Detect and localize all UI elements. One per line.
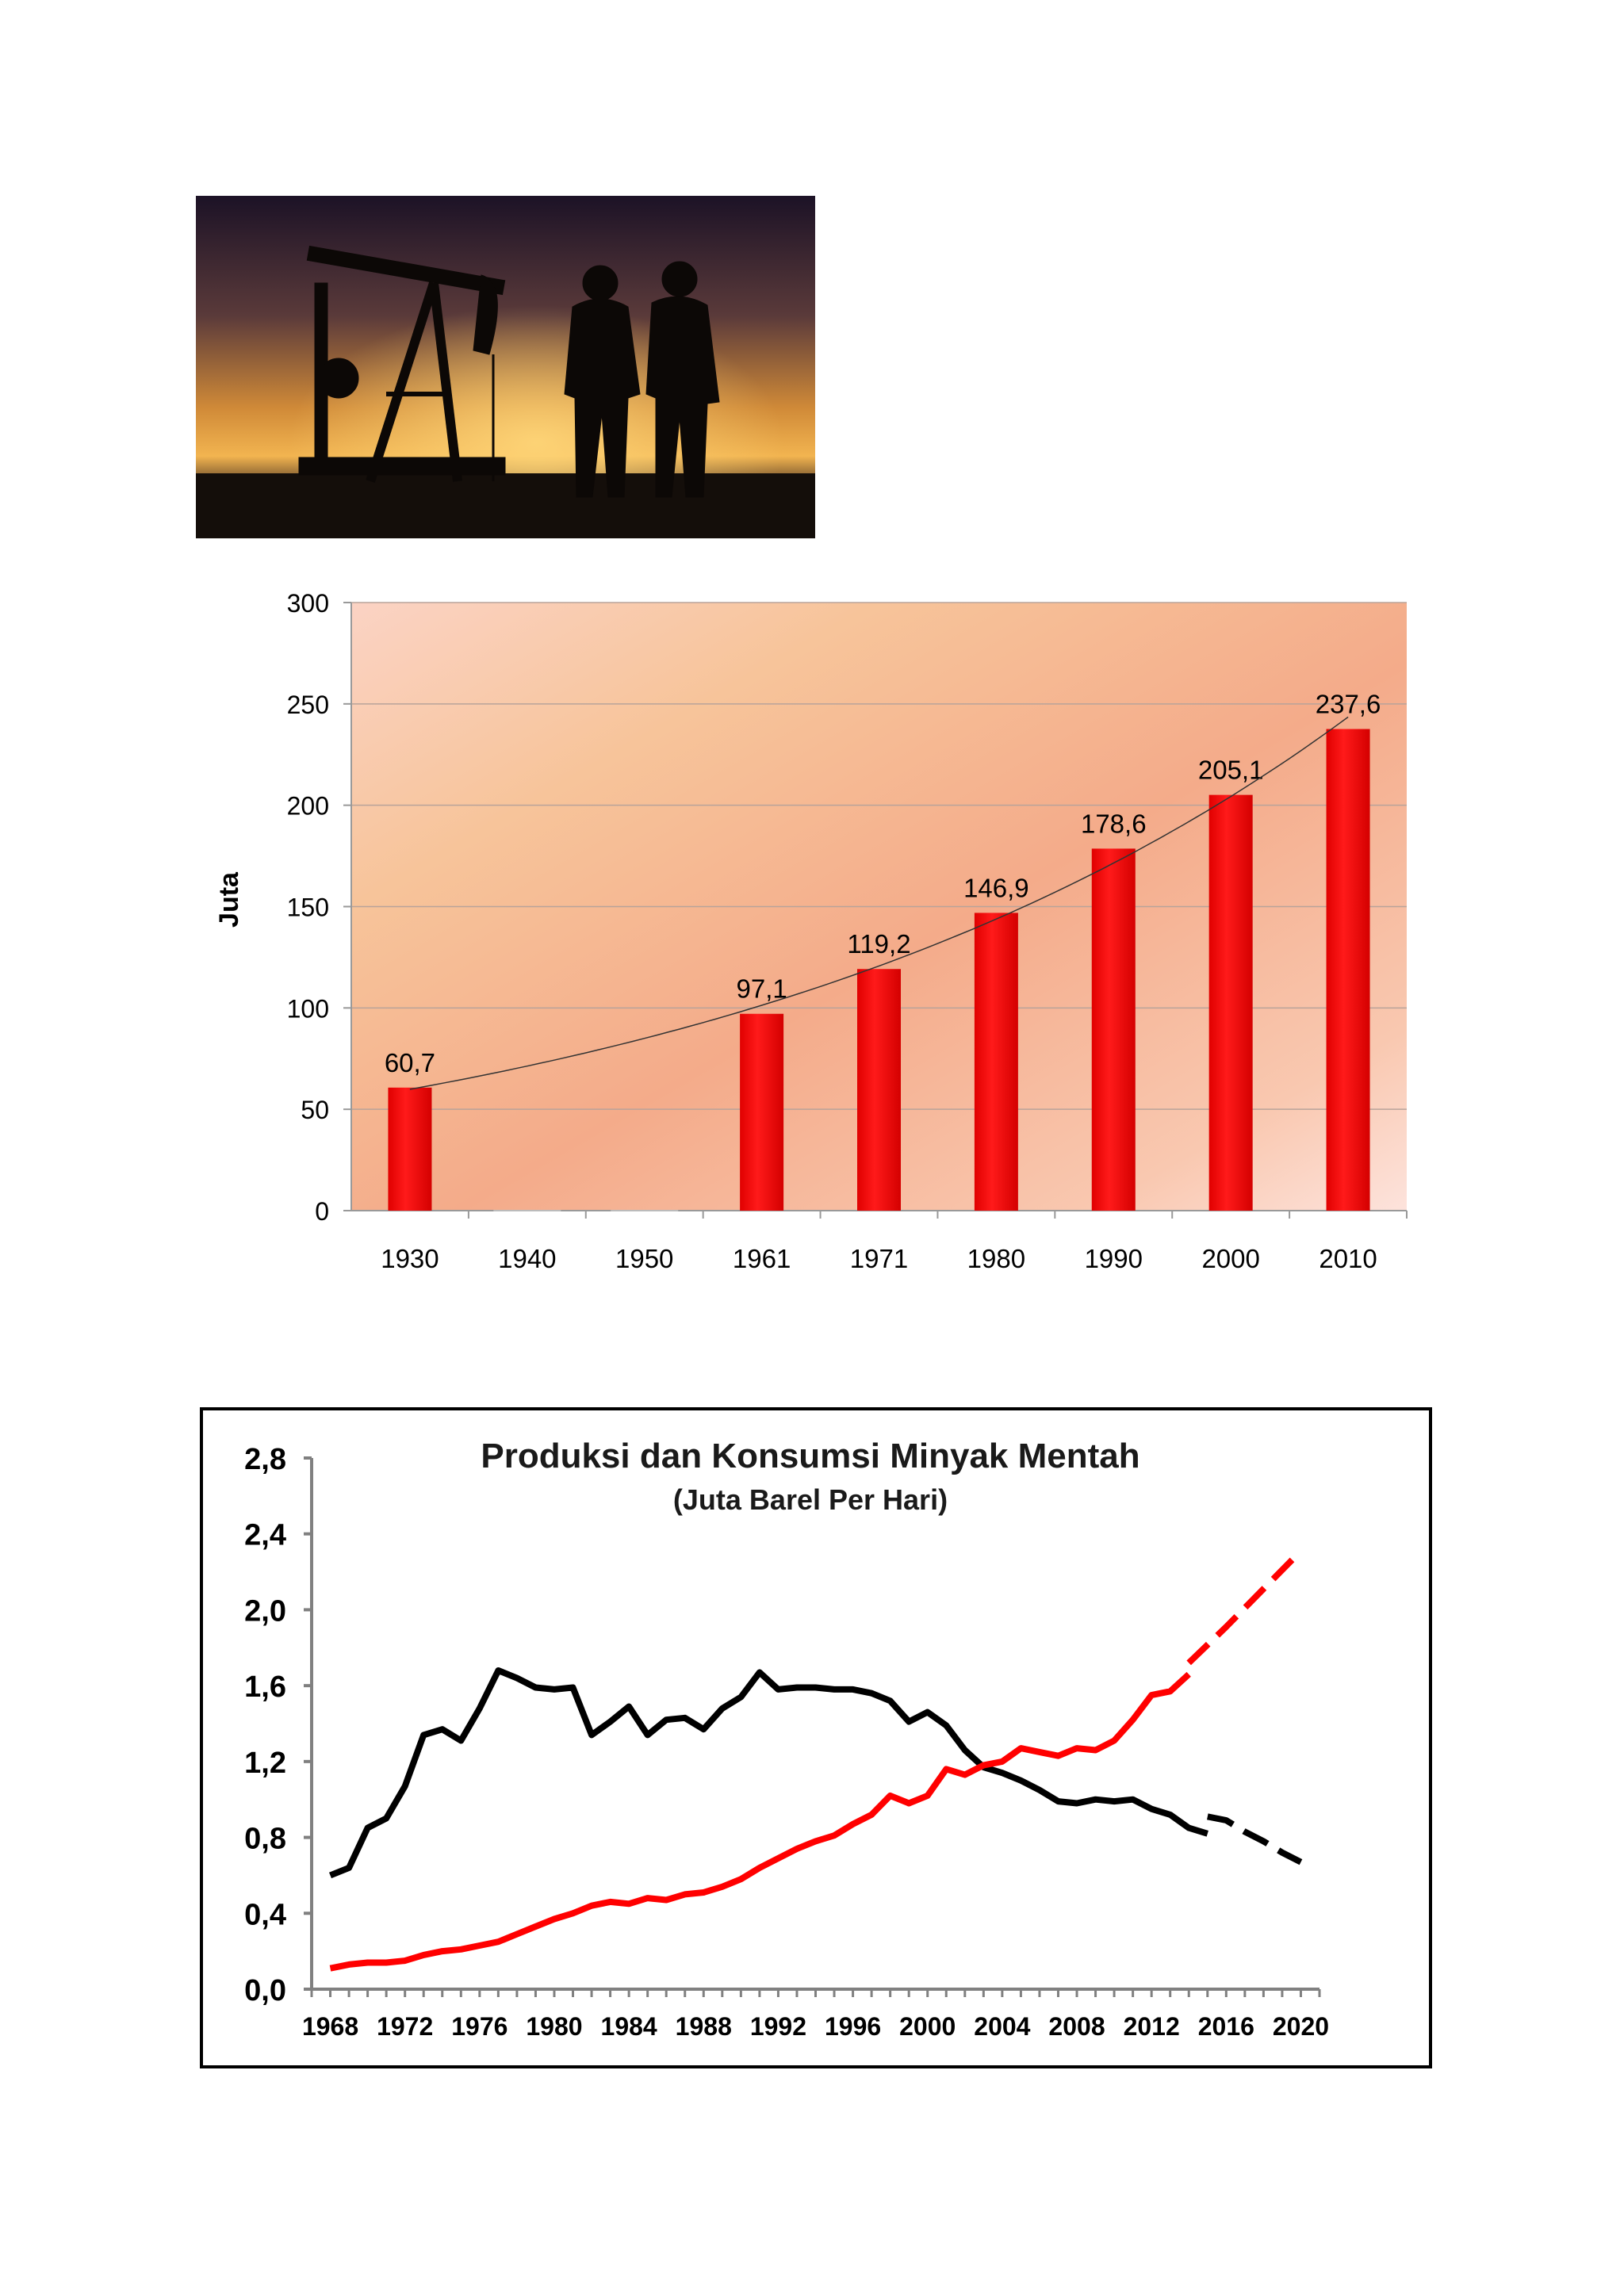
y-tick-label: 50 [301,1096,329,1124]
bar [1208,794,1253,1211]
x-tick-label: 1940 [498,1244,556,1273]
bar [974,913,1018,1211]
y-tick-label: 2,4 [244,1519,286,1552]
x-tick-label: 2016 [1198,2012,1254,2041]
data-label: 60,7 [385,1048,435,1077]
x-tick-label: 1990 [1085,1244,1143,1273]
x-tick-label: 1972 [377,2012,433,2041]
y-tick-label: 0,8 [244,1823,286,1856]
oil-pumpjack-photo [196,196,815,538]
oil-production-consumption-chart: Produksi dan Konsumsi Minyak Mentah (Jut… [200,1407,1432,2068]
data-label: 237,6 [1316,690,1381,719]
bar [857,969,901,1211]
bar [1326,729,1370,1211]
x-tick-label: 2004 [974,2012,1030,2041]
data-label: 146,9 [963,873,1029,902]
x-tick-label: 1992 [750,2012,806,2041]
x-tick-label: 2012 [1124,2012,1180,2041]
x-tick-label: 1980 [526,2012,582,2041]
bar [388,1087,432,1211]
x-tick-label: 1961 [733,1244,791,1273]
x-tick-label: 1976 [451,2012,508,2041]
data-label: 178,6 [1081,809,1147,838]
x-tick-label: 2008 [1048,2012,1105,2041]
bar [740,1013,784,1211]
y-tick-label: 200 [287,792,329,821]
chart-title: Produksi dan Konsumsi Minyak Mentah [481,1437,1139,1475]
production-line [329,1667,1208,1879]
y-tick-label: 300 [287,589,329,618]
data-label: 119,2 [847,929,910,959]
x-tick-label: 2010 [1319,1244,1377,1273]
y-tick-label: 0,4 [244,1898,286,1931]
population-bar-chart: Juta 0 50 100 150 200 250 300 1930 60,7 1940 1950 1… [198,575,1435,1304]
y-tick-label: 0 [315,1197,329,1226]
x-tick-label: 1996 [825,2012,881,2041]
x-tick-label: 1984 [601,2012,657,2041]
x-tick-label: 1971 [850,1244,908,1273]
data-label: 97,1 [736,974,787,1004]
x-tick-label: 1930 [381,1244,439,1273]
production-line [1207,1813,1303,1866]
y-tick-label: 250 [287,691,329,719]
consumption-line [1186,1548,1304,1666]
bar [1091,848,1136,1211]
chart-subtitle: (Juta Barel Per Hari) [673,1483,948,1516]
y-tick-label: 2,8 [244,1443,286,1476]
x-tick-label: 2020 [1273,2012,1329,2041]
x-tick-label: 1980 [967,1244,1025,1273]
x-tick-label: 2000 [899,2012,956,2041]
x-tick-label: 1968 [302,2012,358,2041]
x-tick-label: 1950 [615,1244,673,1273]
x-tick-label: 2000 [1201,1244,1259,1273]
y-tick-label: 1,2 [244,1747,286,1780]
x-tick-label: 1988 [676,2012,732,2041]
y-tick-label: 0,0 [244,1974,286,2007]
y-tick-label: 100 [287,994,329,1023]
y-axis-title: Juta [214,871,244,928]
data-label: 205,1 [1198,756,1264,785]
trendline [409,716,1349,1090]
consumption-line [329,1671,1191,1972]
y-tick-label: 1,6 [244,1670,286,1704]
y-tick-label: 2,0 [244,1594,286,1628]
y-tick-label: 150 [287,894,329,922]
